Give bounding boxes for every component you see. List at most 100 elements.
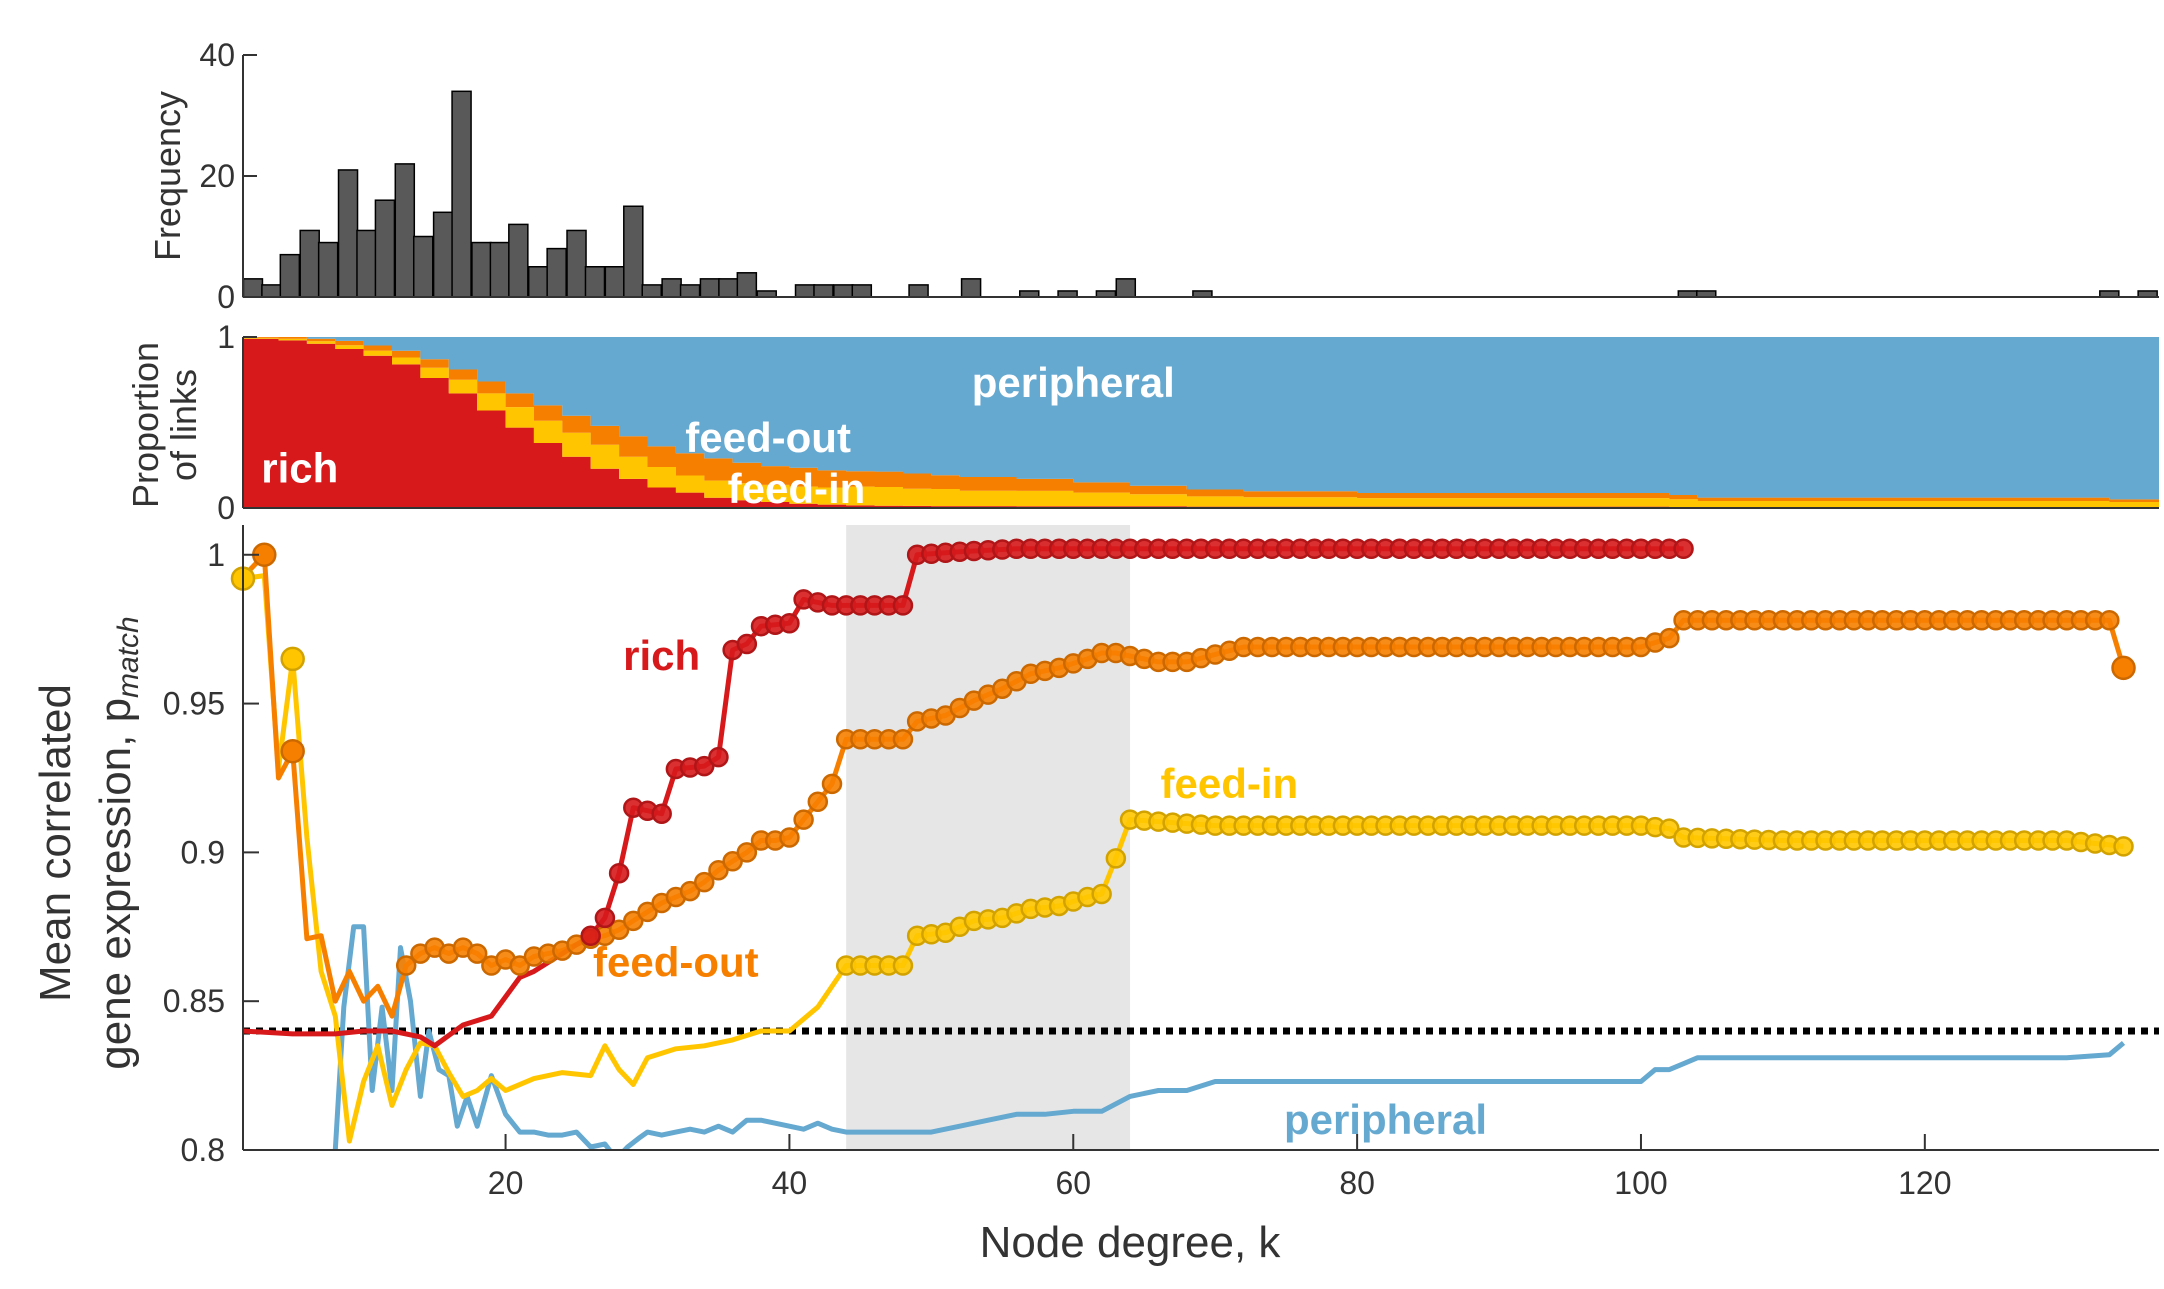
histogram-bar (641, 284, 663, 298)
expression-x-label: Node degree, k (980, 1218, 1282, 1267)
proportion-label-peripheral: peripheral (972, 359, 1175, 406)
series-label-feed-in: feed-in (1161, 760, 1299, 807)
data-point-feed-out (679, 880, 701, 902)
histogram-y-tick-label: 0 (217, 279, 235, 315)
proportion-label-feed-in: feed-in (728, 465, 866, 512)
proportion-label-rich: rich (261, 445, 338, 492)
series-label-feed-out: feed-out (593, 939, 759, 986)
data-point-rich (608, 862, 630, 884)
data-point-rich (708, 746, 729, 768)
histogram-panel: 0 20 40 Frequency (147, 37, 2159, 315)
series-line-peripheral (332, 924, 2126, 1150)
expression-lines (243, 546, 2126, 1150)
histogram-bars (242, 90, 2158, 298)
histogram-bar (546, 247, 567, 298)
expression-annotations: rich feed-out feed-in peripheral (593, 632, 1487, 1143)
proportion-y-label-line1: Proportion (125, 342, 166, 508)
proportion-label-feed-out: feed-out (685, 414, 851, 461)
proportion-area-feed-out (243, 337, 2159, 508)
data-point-feed-out (793, 809, 814, 830)
expression-x-tick-label: 120 (1898, 1165, 1951, 1201)
histogram-bar (960, 278, 982, 298)
expression-y-tick-label: 0.8 (181, 1132, 225, 1168)
expression-y-tick-label: 1 (207, 537, 225, 573)
proportion-areas (243, 337, 2159, 508)
data-point-rich (892, 595, 914, 616)
histogram-bar (851, 284, 873, 298)
histogram-bar (356, 229, 377, 298)
expression-y-tick-label: 0.95 (163, 686, 225, 722)
histogram-bar (736, 272, 758, 298)
expression-y-label-line2: gene expression, pmatch (91, 616, 145, 1070)
data-point-feed-out (2111, 655, 2136, 681)
expression-y-tick-label: 0.9 (181, 834, 225, 870)
histogram-bar (527, 266, 549, 298)
series-label-rich: rich (623, 632, 700, 679)
data-point-rich (651, 803, 672, 824)
data-point-feed-out (807, 791, 829, 813)
data-point-feed-out (2099, 609, 2120, 631)
data-point-feed-in (892, 955, 914, 976)
histogram-bar (623, 205, 644, 298)
expression-x-tick-label: 40 (772, 1165, 808, 1201)
expression-y-label-main: gene expression, p (91, 698, 140, 1070)
histogram-bar (679, 284, 701, 298)
data-point-rich (580, 925, 601, 946)
histogram-bar (813, 284, 834, 298)
proportion-panel: 0 1 Proportion of links peripheral feed-ou… (125, 319, 2159, 526)
data-point-feed-out (509, 955, 531, 976)
data-point-feed-in (2113, 836, 2134, 857)
data-point-rich (1673, 538, 1694, 560)
expression-y-label-subscript: match (112, 616, 145, 698)
histogram-y-tick-label: 40 (199, 37, 235, 73)
histogram-bar (432, 211, 454, 298)
histogram-bar (1115, 278, 1137, 298)
series-label-peripheral: peripheral (1284, 1096, 1487, 1143)
expression-panel: 0.8 0.85 0.9 0.95 1 20 40 60 80 100 120 rich feed-… (31, 525, 2159, 1267)
data-point-feed-out (637, 901, 658, 923)
histogram-bar (471, 241, 492, 298)
data-point-feed-out (608, 919, 630, 941)
histogram-bar (566, 229, 587, 298)
histogram-bar (908, 284, 929, 298)
expression-x-tick-label: 80 (1339, 1165, 1375, 1201)
histogram-bar (794, 284, 816, 298)
proportion-y-tick-label: 0 (217, 490, 235, 526)
expression-x-tick-label: 100 (1614, 1165, 1667, 1201)
histogram-bar (261, 284, 282, 298)
data-point-feed-out (280, 738, 305, 764)
expression-y-label-line1: Mean correlated (31, 684, 80, 1002)
histogram-bar (508, 223, 529, 298)
data-point-feed-in (1659, 818, 1680, 839)
data-point-feed-out (694, 871, 715, 893)
expression-y-tick-label: 0.85 (163, 983, 225, 1019)
data-point-rich (594, 907, 616, 929)
histogram-y-tick-label: 20 (199, 158, 235, 194)
histogram-y-label: Frequency (147, 91, 188, 261)
data-point-feed-in (280, 646, 305, 672)
data-point-feed-out (708, 859, 729, 881)
data-point-rich (736, 633, 758, 655)
proportion-area-rich (243, 338, 2159, 508)
expression-markers (230, 538, 2136, 976)
histogram-bar (337, 169, 359, 298)
data-point-feed-out (779, 827, 800, 848)
data-point-feed-out (722, 851, 743, 872)
data-point-feed-in (1105, 848, 1127, 869)
proportion-area-peripheral (243, 337, 2159, 508)
proportion-annotations: peripheral feed-out rich feed-in (261, 359, 1175, 512)
histogram-bar (661, 278, 682, 298)
highlight-band (846, 525, 1131, 1150)
histogram-bar (242, 278, 264, 298)
proportion-y-label-line2: of links (163, 369, 204, 481)
histogram-bar (451, 90, 472, 298)
data-point-feed-out (821, 773, 843, 795)
histogram-bar (489, 241, 511, 298)
proportion-y-tick-label: 1 (217, 319, 235, 355)
histogram-bar (833, 284, 854, 298)
data-point-rich (779, 612, 800, 634)
data-point-rich (694, 755, 715, 777)
histogram-bar (718, 278, 739, 298)
histogram-bar (299, 229, 320, 298)
data-point-feed-out (395, 955, 417, 976)
